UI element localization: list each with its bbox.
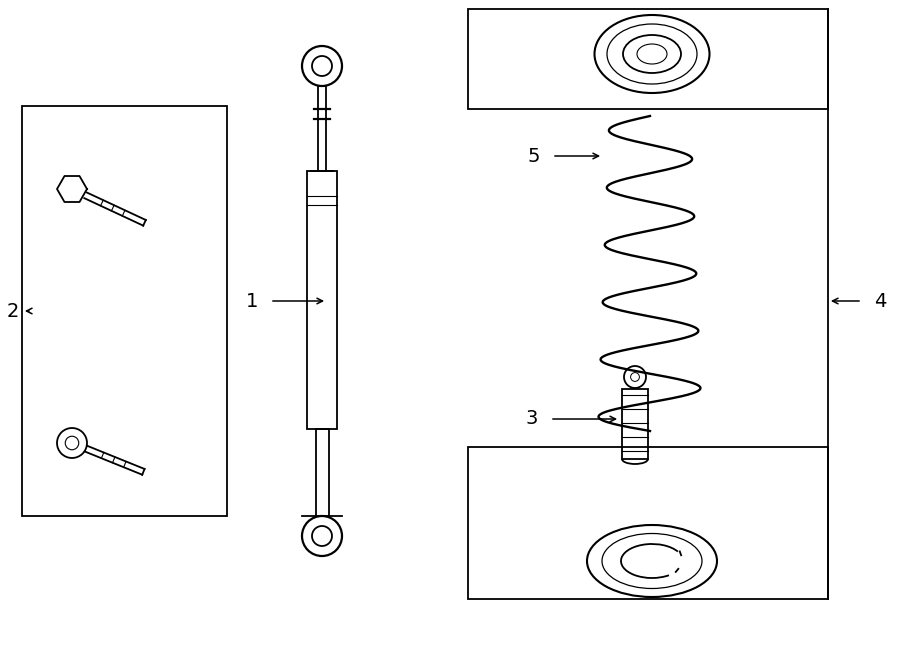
- Text: 5: 5: [527, 147, 540, 165]
- Text: 4: 4: [874, 292, 886, 311]
- Bar: [622, 389, 648, 459]
- Text: 3: 3: [526, 410, 538, 428]
- Bar: [316, 429, 328, 516]
- Bar: [468, 9, 828, 109]
- Text: 1: 1: [246, 292, 258, 311]
- Bar: [319, 86, 326, 171]
- Bar: [468, 447, 828, 599]
- Bar: [307, 171, 337, 429]
- Text: 2: 2: [7, 301, 19, 321]
- Bar: [22, 106, 227, 516]
